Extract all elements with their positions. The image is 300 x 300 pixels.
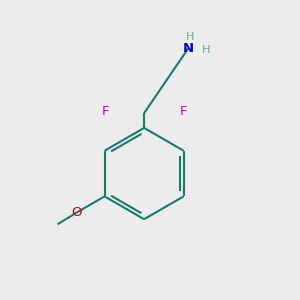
Text: F: F (179, 105, 187, 118)
Text: H: H (202, 45, 210, 55)
Text: F: F (101, 105, 109, 118)
Text: O: O (71, 206, 82, 219)
Text: H: H (186, 32, 194, 42)
Text: N: N (183, 42, 194, 55)
